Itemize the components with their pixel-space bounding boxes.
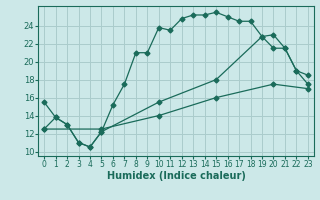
X-axis label: Humidex (Indice chaleur): Humidex (Indice chaleur) [107, 171, 245, 181]
